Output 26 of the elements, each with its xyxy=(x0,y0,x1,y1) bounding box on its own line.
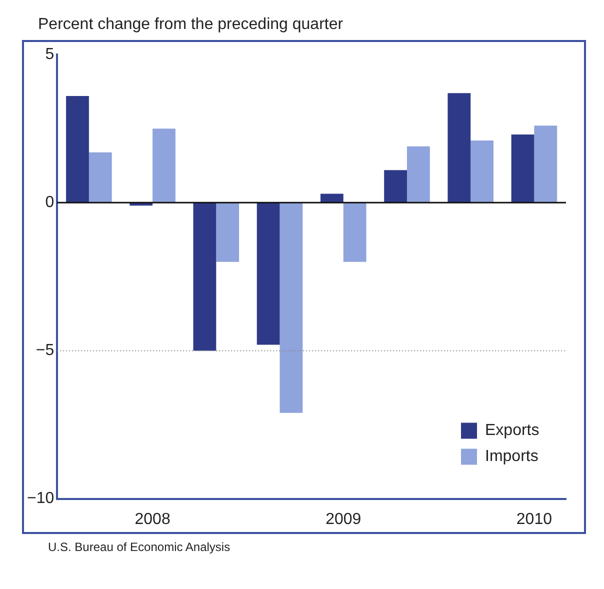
bar xyxy=(448,93,471,203)
bar xyxy=(534,126,558,203)
bar xyxy=(280,202,303,413)
bar xyxy=(216,202,240,262)
bar xyxy=(152,128,176,203)
bar xyxy=(66,96,89,203)
y-tick-label: 0 xyxy=(45,194,54,212)
y-axis-title: Percent change from the preceding quarter xyxy=(37,15,344,35)
y-tick-label: −5 xyxy=(36,342,54,360)
legend-label: Imports xyxy=(485,448,538,466)
bar xyxy=(406,146,430,203)
y-tick-label: 5 xyxy=(45,46,54,64)
bar xyxy=(256,202,280,345)
y-tick-label: −10 xyxy=(27,490,54,508)
bar xyxy=(88,152,112,203)
x-tick-label: 2008 xyxy=(134,510,170,528)
bar xyxy=(470,140,494,203)
bar xyxy=(511,134,534,203)
bar xyxy=(343,202,366,262)
x-tick-label: 2009 xyxy=(326,510,362,528)
bar xyxy=(193,202,216,351)
bar xyxy=(384,170,407,203)
legend-label: Exports xyxy=(485,422,540,440)
text: U.S. Bureau of Economic Analysis xyxy=(47,539,232,554)
x-tick-label: 2010 xyxy=(516,510,552,528)
bar xyxy=(320,194,344,203)
